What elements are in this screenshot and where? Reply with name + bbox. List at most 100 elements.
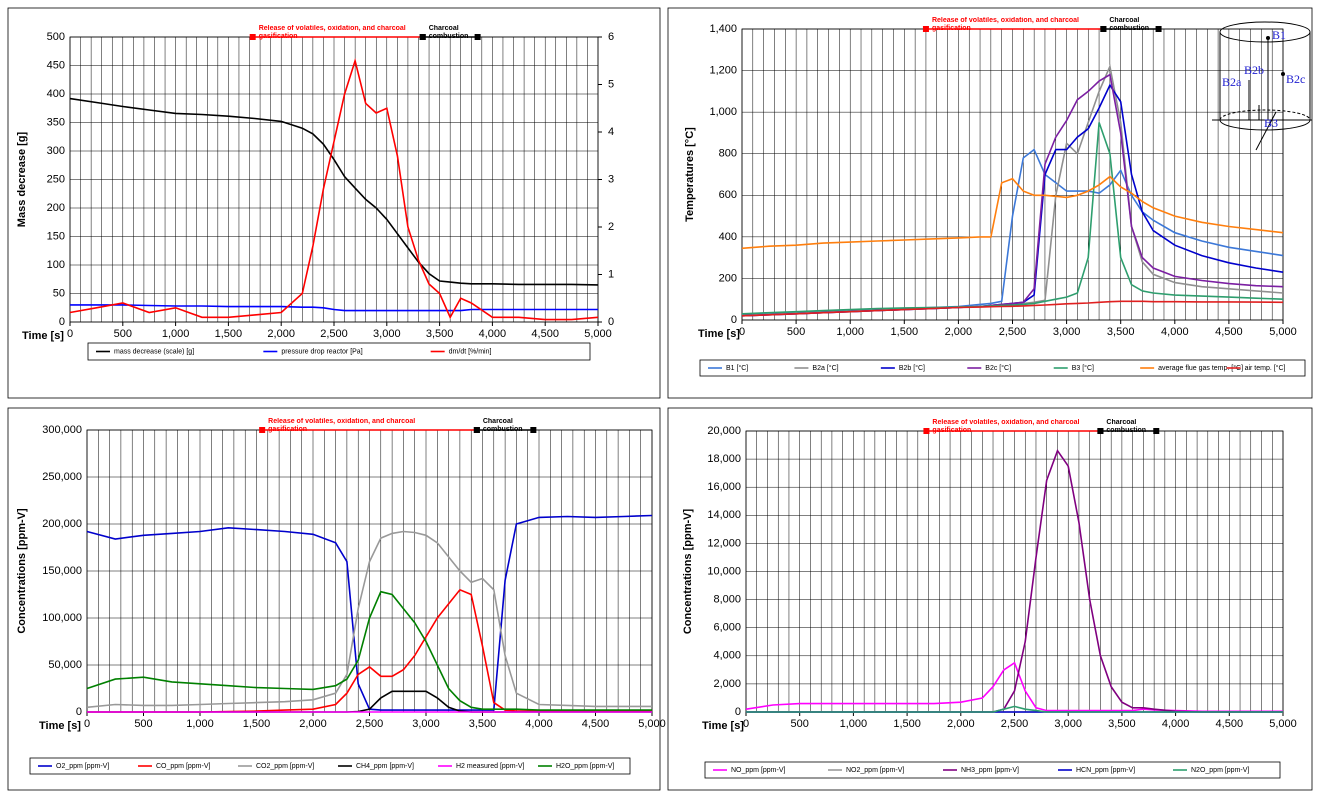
y2-tick-label: 0 [608,316,614,328]
y-tick-label: 12,000 [707,537,741,549]
x-tick-label: 3,500 [426,328,454,340]
legend-label: pressure drop reactor [Pa] [281,348,362,355]
phase-label: Release of volatiles, oxidation, and cha… [932,419,1080,434]
phase-label: Charcoal combustion [482,418,523,433]
x-axis-label: Time [s] [698,328,740,340]
y-tick-label: 400 [47,88,65,100]
phase-label-box: Release of volatiles, oxidation, and cha… [258,25,406,40]
phase-marker [1155,26,1162,32]
y-tick-label: 200,000 [42,518,82,530]
y-tick-label: 18,000 [707,453,741,465]
y-tick-label: 200 [719,272,737,284]
y-axis-label: Concentrations [ppm-V] [16,508,28,634]
y2-tick-label: 5 [608,78,614,90]
inset-label: B1 [1272,28,1286,42]
phase-marker [419,34,426,40]
x-tick-label: 1,500 [893,718,921,730]
x-tick-label: 5,000 [1269,718,1297,730]
phase-label-box: Charcoal combustion [429,25,469,40]
y-tick-label: 0 [59,316,65,328]
y-tick-label: 16,000 [707,481,741,493]
inset-label: B3 [1264,116,1278,130]
y-tick-label: 0 [76,706,82,718]
y-tick-label: 50 [53,287,65,299]
legend-label: NO_ppm [ppm-V] [731,767,786,774]
legend-label: CH4_ppm [ppm-V] [356,763,414,770]
y-tick-label: 6,000 [713,622,741,634]
phase-marker [259,427,266,433]
x-tick-label: 2,500 [1001,718,1029,730]
y-tick-label: 1,400 [709,23,737,35]
y-tick-label: 800 [719,148,737,160]
y-tick-label: 600 [719,189,737,201]
phase-marker [922,26,929,32]
phase-marker [473,427,480,433]
y2-tick-label: 2 [608,221,614,233]
y-tick-label: 100 [47,259,65,271]
phase-label: Release of volatiles, oxidation, and cha… [258,25,406,40]
x-tick-label: 5,000 [584,328,612,340]
x-tick-label: 5,000 [638,718,666,730]
y-tick-label: 0 [735,706,741,718]
x-tick-label: 3,500 [1108,718,1136,730]
legend-label: B2a [°C] [812,364,838,372]
y-tick-label: 150,000 [42,565,82,577]
x-tick-label: 2,000 [945,326,973,338]
phase-marker [1100,26,1107,32]
y-tick-label: 100,000 [42,612,82,624]
x-tick-label: 4,500 [582,718,610,730]
phase-marker [1097,428,1104,434]
legend-label: NH3_ppm [ppm-V] [961,767,1019,774]
inset-label: B2b [1244,63,1264,77]
y-tick-label: 8,000 [713,594,741,606]
series-line [741,122,1284,315]
x-tick-label: 4,000 [1161,326,1189,338]
x-tick-label: 3,000 [373,328,401,340]
phase-label: Release of volatiles, oxidation, and cha… [268,418,416,433]
legend-box [704,761,1281,779]
inset-shape [1219,109,1311,121]
legend-label: air temp. [°C] [1245,364,1286,372]
y-axis-label: Temperatures [°C] [684,127,696,222]
x-tick-label: 2,500 [356,718,384,730]
x-tick-label: 0 [84,718,90,730]
legend-label: CO2_ppm [ppm-V] [256,763,314,770]
y-tick-label: 250 [47,173,65,185]
y-axis-label: Concentrations [ppm-V] [682,509,694,635]
phase-label-box: Charcoal combustion [1109,17,1150,32]
y-axis-label: Mass decrease [g] [16,131,28,227]
phase-label: Charcoal combustion [1109,17,1150,32]
inset-shape [1266,36,1270,40]
x-tick-label: 3,000 [1053,326,1081,338]
x-tick-label: 500 [134,718,152,730]
y-tick-label: 250,000 [42,471,82,483]
x-tick-label: 4,000 [525,718,553,730]
panel-frame [667,7,1313,399]
x-axis-label: Time [s] [39,720,81,732]
legend-label: average flue gas temp. [°C] [1158,364,1243,372]
y-tick-label: 450 [47,59,65,71]
y-tick-label: 300 [47,145,65,157]
phase-label-box: Charcoal combustion [1106,419,1147,434]
phase-label-box: Release of volatiles, oxidation, and cha… [932,17,1079,32]
legend-box [87,342,591,361]
phase-marker [474,34,481,40]
y2-tick-label: 6 [608,31,614,43]
y-tick-label: 4,000 [713,650,741,662]
phase-label: Charcoal combustion [1106,419,1147,434]
legend-box [29,757,631,775]
y-tick-label: 300,000 [42,424,82,436]
y-tick-label: 200 [47,202,65,214]
series-line [86,590,652,711]
x-tick-label: 1,000 [836,326,864,338]
y-tick-label: 500 [47,31,65,43]
y2-tick-label: 3 [608,173,614,185]
series-line [86,530,652,709]
legend-label: H2 measured [ppm-V] [456,763,525,770]
series-line [741,300,1284,317]
panel-frame [7,407,661,791]
legend-label: N2O_ppm [ppm-V] [1191,767,1249,774]
legend-label: NO2_ppm [ppm-V] [846,767,904,774]
y-tick-label: 0 [731,314,737,326]
x-tick-label: 1,500 [891,326,919,338]
